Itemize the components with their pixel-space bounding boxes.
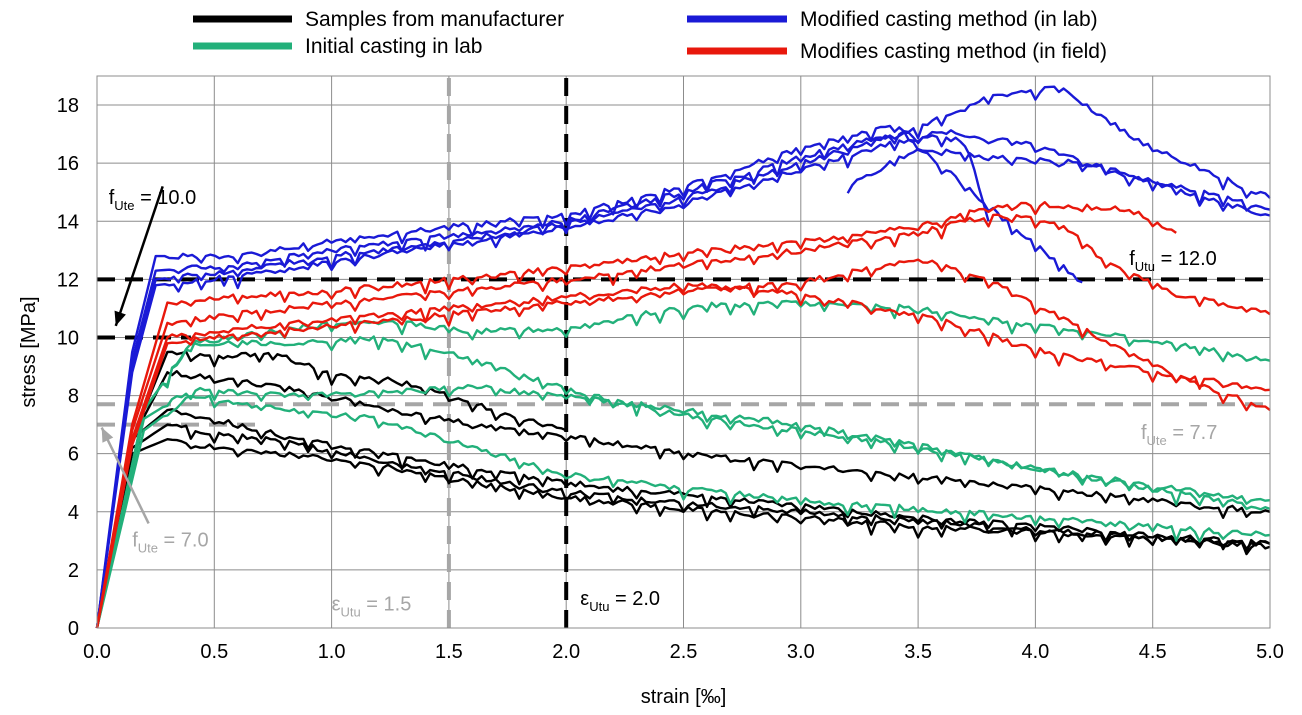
modifies-casting-method-in-field-series-line [95,213,1271,629]
y-axis-ticks: 0 2 4 6 8 10 12 14 16 18 [57,95,79,640]
x-tick-label: 5.0 [1256,641,1284,663]
y-tick-label: 6 [68,444,79,466]
x-tick-label: 4.5 [1139,641,1167,663]
x-tick-label: 2.5 [670,641,698,663]
annotation-subscript: Ute [138,541,158,556]
annotation-arrow-shaft [100,426,150,524]
legend-label: Initial casting in lab [305,35,482,58]
modifies-casting-method-in-field-series-line [95,282,1271,629]
annotation-symbol: f [109,187,115,209]
legend-label: Samples from manufacturer [305,8,564,31]
y-tick-label: 0 [68,618,79,640]
x-tick-label: 1.5 [435,641,463,663]
modifies-casting-method-in-field-series-line [95,200,1177,629]
y-tick-label: 12 [57,269,79,291]
annotation-label: fUte = 10.0 [109,187,197,213]
y-axis-title: stress [MPa] [18,296,40,407]
reference-lines [97,76,1270,628]
annotation-subscript: Utu [589,599,609,614]
y-tick-label: 2 [68,560,79,582]
annotation-value: = 7.7 [1167,422,1218,444]
x-tick-label: 3.5 [904,641,932,663]
annotation-value: = 10.0 [135,187,197,209]
x-tick-label: 0.0 [83,641,111,663]
x-axis-ticks: 0.0 0.5 1.0 1.5 2.0 2.5 3.0 3.5 4.0 4.5 5.0 [83,641,1284,663]
modified-casting-method-in-lab-series-line [846,147,1271,212]
x-tick-label: 4.0 [1021,641,1049,663]
annotation-symbol: f [1129,248,1135,270]
y-tick-label: 14 [57,211,79,233]
annotation-label: εUtu = 2.0 [580,588,660,614]
samples-from-manufacturer-series-line [95,350,567,629]
plot-frame [96,75,1271,629]
annotation-arrow-head [101,427,114,443]
annotation-label: fUtu = 12.0 [1129,248,1217,274]
annotation-label: fUte = 7.7 [1141,422,1217,448]
legend-label: Modified casting method (in lab) [800,8,1098,31]
annotation-subscript: Utu [1135,259,1155,274]
modifies-casting-method-in-field-series-line [95,258,1271,629]
annotation-value: = 7.0 [158,530,209,552]
annotation-subscript: Utu [341,605,361,620]
initial-casting-in-lab-series-line [95,394,1271,629]
series-layer [95,85,1271,629]
y-tick-label: 4 [68,502,79,524]
y-tick-label: 18 [57,95,79,117]
annotation-subscript: Ute [1147,433,1167,448]
legend: Samples from manufacturer Modified castin… [193,8,1107,63]
annotation-value: = 12.0 [1155,248,1217,270]
x-tick-label: 0.5 [200,641,228,663]
y-tick-label: 10 [57,327,79,349]
modified-casting-method-in-lab-series-line [95,131,990,629]
annotation-value: = 2.0 [609,588,660,610]
annotation-subscript: Ute [114,198,134,213]
annotation-symbol: ε [580,588,589,610]
annotation-value: = 1.5 [361,594,412,616]
annotation-symbol: f [1141,422,1147,444]
legend-label: Modifies casting method (in field) [800,40,1107,63]
x-tick-label: 1.0 [318,641,346,663]
modified-casting-method-in-lab-series-line [95,129,1271,629]
annotation-label: fUte = 7.0 [132,530,208,556]
annotation-arrow-shaft [114,186,164,327]
modified-casting-method-in-lab-series-line [95,85,1271,629]
x-tick-label: 3.0 [787,641,815,663]
x-tick-label: 2.0 [552,641,580,663]
y-tick-label: 8 [68,386,79,408]
annotation-symbol: ε [332,594,341,616]
samples-from-manufacturer-series-line [95,370,1271,629]
annotation-symbol: f [132,530,138,552]
initial-casting-in-lab-series-line [95,384,1271,629]
initial-casting-in-lab-series-line [95,335,1271,629]
samples-from-manufacturer-series-line [95,438,1271,629]
annotation-label: εUtu = 1.5 [332,594,412,620]
annotation-arrow-head [114,310,126,326]
x-axis-title: strain [‰] [641,686,727,708]
y-tick-label: 16 [57,153,79,175]
